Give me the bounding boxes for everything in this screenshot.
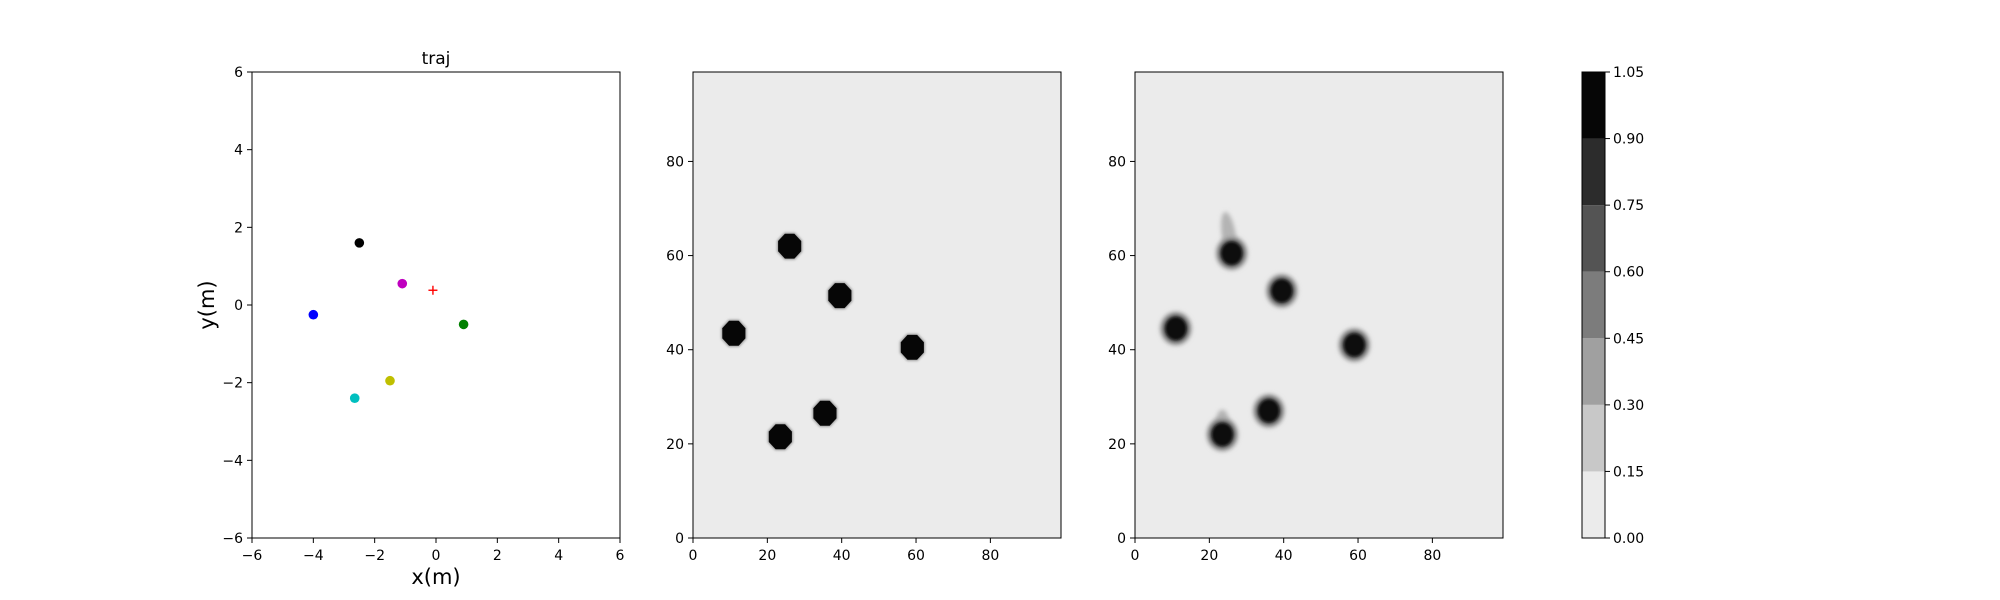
occupancy-2-ticks: 0 20 40 60 80 0 20 40 60 80: [1108, 154, 1441, 564]
x-tick-label: 40: [1275, 548, 1293, 564]
colorbar-band: [1582, 338, 1605, 405]
agent-point: [458, 319, 469, 330]
occupancy-panel-2: 0 20 40 60 80 0 20 40 60 80: [1108, 71, 1504, 564]
x-tick-label: 80: [1423, 548, 1441, 564]
agent-point: [397, 278, 408, 289]
y-tick-label: 0: [675, 531, 684, 547]
colorbar-band: [1582, 205, 1605, 272]
x-tick-label: 60: [1349, 548, 1367, 564]
occupancy-2-blobs: [1159, 211, 1371, 452]
traj-frame: [251, 71, 621, 539]
colorbar-bands: [1582, 72, 1605, 538]
agent-point: [349, 393, 360, 404]
traj-xlabel: x(m): [411, 565, 460, 589]
colorbar-band: [1582, 471, 1605, 538]
agent-point: [308, 309, 319, 320]
y-tick-label: −6: [222, 531, 243, 547]
x-tick-label: 20: [758, 548, 776, 564]
y-tick-label: 6: [234, 65, 243, 81]
x-tick-label: 80: [981, 548, 999, 564]
traj-plot-area: [252, 72, 620, 538]
colorbar: 0.00 0.15 0.30 0.45 0.60 0.75 0.90 1.05: [1581, 65, 1644, 547]
y-tick-label: 80: [666, 154, 684, 170]
x-tick-label: 60: [907, 548, 925, 564]
occupancy-2-frame: [1134, 71, 1504, 539]
y-tick-label: 0: [1117, 531, 1126, 547]
agent-point: [385, 375, 395, 386]
obstacle-blob: [1159, 311, 1192, 346]
x-tick-label: 40: [833, 548, 851, 564]
occupancy-panel-1: 0 20 40 60 80 0 20 40 60 80: [666, 71, 1062, 564]
occupancy-1-frame: [692, 71, 1062, 539]
occupancy-2-background: [1135, 72, 1503, 538]
obstacle-blob: [827, 282, 853, 310]
obstacle-blob: [812, 399, 838, 427]
x-tick-label: 2: [493, 548, 502, 564]
colorbar-frame: [1581, 71, 1606, 539]
obstacle-blob: [1265, 273, 1298, 308]
y-tick-label: 20: [1108, 437, 1126, 453]
x-tick-label: −2: [364, 548, 385, 564]
obstacle-blob: [1206, 409, 1239, 452]
obstacle-blob: [1215, 211, 1248, 271]
y-tick-label: 0: [234, 298, 243, 314]
traj-panel: −6 −4 −2 0 2 4 6 −6 −4 −2 0 2 4 6 traj x(m) y(m): [195, 49, 625, 589]
y-tick-label: −2: [222, 376, 243, 392]
y-tick-label: 60: [666, 249, 684, 265]
obstacle-blob: [1252, 393, 1285, 428]
colorbar-tick-label: 0.30: [1613, 398, 1644, 414]
occupancy-1-background: [693, 72, 1061, 538]
y-tick-label: −4: [222, 453, 243, 469]
y-tick-label: 60: [1108, 249, 1126, 265]
colorbar-band: [1582, 271, 1605, 339]
colorbar-band: [1582, 138, 1605, 206]
x-tick-label: 20: [1200, 548, 1218, 564]
occupancy-1-ticks: 0 20 40 60 80 0 20 40 60 80: [666, 154, 999, 564]
y-tick-label: 20: [666, 437, 684, 453]
obstacle-blob: [899, 333, 925, 361]
colorbar-tick-label: 0.90: [1613, 132, 1644, 148]
obstacle-blob: [1338, 328, 1371, 363]
obstacle-blob: [767, 423, 793, 451]
y-tick-label: 40: [1108, 343, 1126, 359]
obstacle-blob: [721, 319, 747, 347]
y-tick-label: 4: [234, 143, 243, 159]
colorbar-tick-label: 0.60: [1613, 265, 1644, 281]
occupancy-1-blobs: [721, 232, 925, 451]
traj-points: [308, 238, 469, 404]
x-tick-label: 6: [616, 548, 625, 564]
x-tick-label: −4: [303, 548, 324, 564]
obstacle-blob: [777, 232, 803, 260]
y-tick-label: 80: [1108, 154, 1126, 170]
traj-ylabel: y(m): [195, 280, 219, 329]
colorbar-ticks: 0.00 0.15 0.30 0.45 0.60 0.75 0.90 1.05: [1605, 65, 1644, 547]
agent-point: [354, 238, 365, 248]
y-tick-label: 40: [666, 343, 684, 359]
y-tick-label: 2: [234, 220, 243, 236]
x-tick-label: 0: [689, 548, 698, 564]
x-tick-label: 4: [554, 548, 563, 564]
x-tick-label: 0: [1131, 548, 1140, 564]
colorbar-band: [1582, 72, 1605, 139]
colorbar-band: [1582, 404, 1605, 472]
x-tick-label: 0: [432, 548, 441, 564]
colorbar-tick-label: 0.15: [1613, 464, 1644, 480]
traj-ticks: −6 −4 −2 0 2 4 6 −6 −4 −2 0 2 4 6: [222, 65, 624, 564]
colorbar-tick-label: 1.05: [1613, 65, 1644, 81]
x-tick-label: −6: [242, 548, 263, 564]
traj-title: traj: [422, 49, 451, 69]
colorbar-tick-label: 0.75: [1613, 198, 1644, 214]
target-plus-marker: [428, 285, 438, 295]
colorbar-tick-label: 0.45: [1613, 331, 1644, 347]
colorbar-tick-label: 0.00: [1613, 531, 1644, 547]
